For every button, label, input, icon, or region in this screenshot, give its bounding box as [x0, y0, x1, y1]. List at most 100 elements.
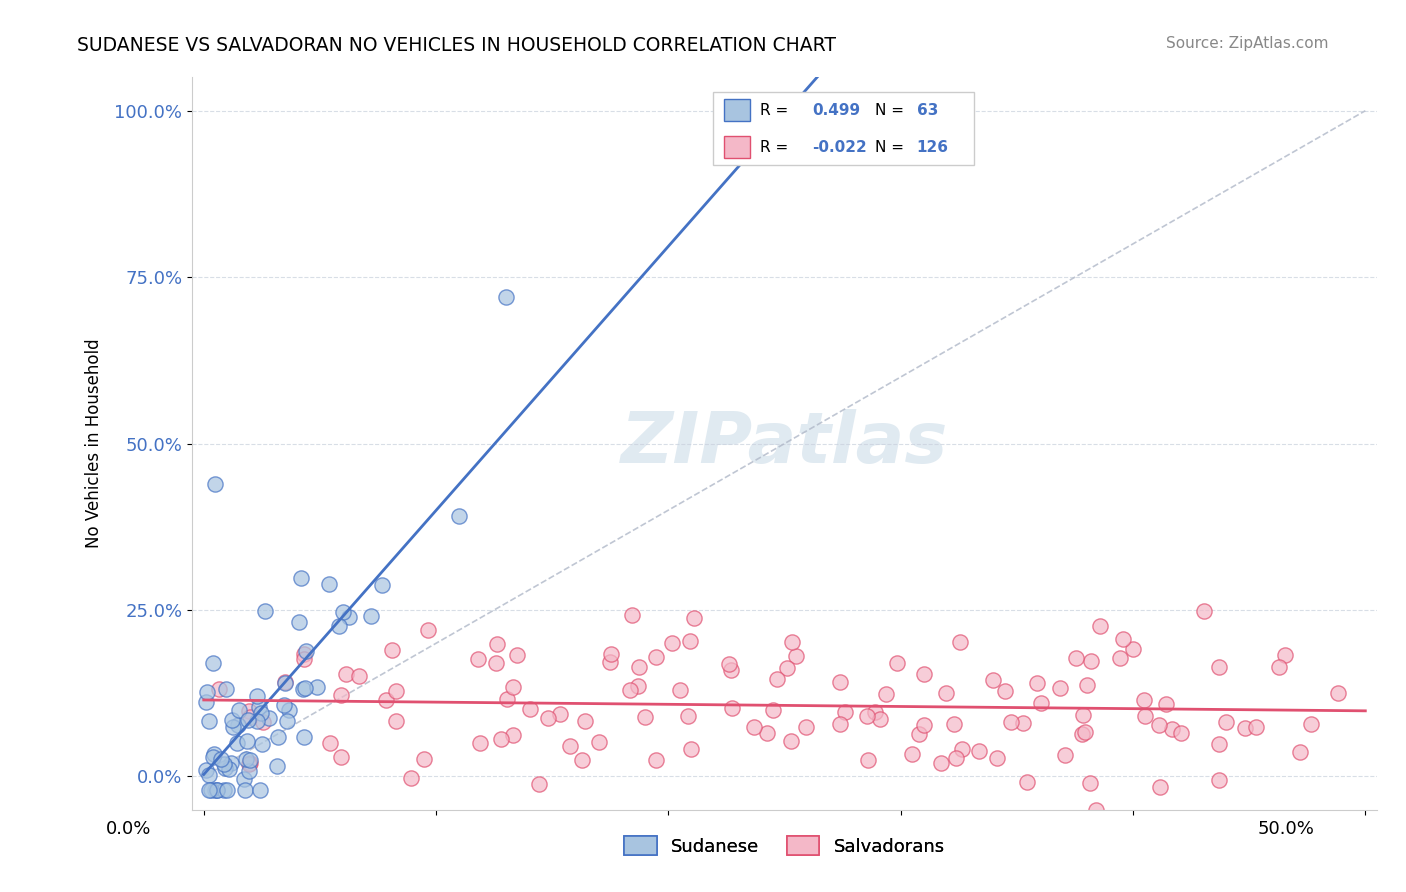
Point	[1170, 725, 1192, 739]
Point	[627, 660, 650, 674]
Point	[1112, 632, 1135, 646]
Point	[489, 732, 512, 747]
Point	[645, 649, 668, 664]
Point	[863, 705, 886, 719]
Point	[599, 647, 621, 661]
Point	[679, 634, 702, 648]
Point	[1194, 604, 1216, 618]
Point	[226, 718, 249, 732]
Point	[900, 747, 922, 762]
Point	[1017, 774, 1039, 789]
Point	[676, 708, 699, 723]
Point	[1122, 641, 1144, 656]
Text: SUDANESE VS SALVADORAN NO VEHICLES IN HOUSEHOLD CORRELATION CHART: SUDANESE VS SALVADORAN NO VEHICLES IN HO…	[77, 36, 837, 54]
Point	[588, 735, 610, 749]
Point	[385, 684, 408, 698]
Point	[1070, 726, 1092, 740]
Point	[1078, 776, 1101, 790]
Point	[1080, 654, 1102, 668]
Point	[785, 648, 807, 663]
Point	[239, 756, 262, 771]
Point	[295, 644, 318, 658]
Point	[1029, 696, 1052, 710]
Point	[856, 709, 879, 723]
Point	[245, 714, 267, 729]
Point	[209, 751, 232, 765]
Point	[292, 652, 315, 666]
Point	[222, 720, 245, 734]
Point	[239, 753, 262, 767]
Point	[721, 701, 744, 715]
Point	[679, 741, 702, 756]
Point	[381, 643, 404, 657]
Point	[558, 739, 581, 753]
Point	[215, 782, 238, 797]
Point	[219, 756, 242, 770]
Point	[215, 682, 238, 697]
Point	[634, 710, 657, 724]
Point	[238, 764, 260, 778]
Point	[1288, 745, 1310, 759]
Point	[1108, 651, 1130, 665]
Point	[912, 718, 935, 732]
Point	[981, 673, 1004, 688]
Point	[869, 712, 891, 726]
Point	[830, 716, 852, 731]
Text: 50.0%: 50.0%	[1258, 820, 1315, 838]
Point	[682, 611, 704, 625]
Point	[246, 690, 269, 704]
Point	[1149, 718, 1171, 732]
Point	[1154, 697, 1177, 711]
Point	[468, 736, 491, 750]
Point	[204, 476, 226, 491]
Point	[328, 619, 350, 633]
Point	[742, 720, 765, 734]
Point	[1049, 681, 1071, 695]
Point	[418, 623, 440, 637]
Point	[886, 656, 908, 670]
Point	[228, 703, 250, 717]
Point	[274, 675, 297, 690]
Point	[276, 714, 298, 728]
Point	[267, 731, 290, 745]
Point	[486, 637, 509, 651]
Point	[782, 635, 804, 649]
Point	[412, 751, 434, 765]
Point	[830, 675, 852, 690]
Point	[943, 717, 966, 731]
Legend: Sudanese, Salvadorans: Sudanese, Salvadorans	[617, 830, 952, 863]
Point	[1208, 772, 1230, 787]
Point	[599, 655, 621, 669]
Point	[225, 736, 247, 750]
Point	[371, 578, 394, 592]
Point	[935, 686, 957, 700]
Point	[949, 635, 972, 649]
Point	[201, 656, 224, 670]
Point	[574, 714, 596, 728]
Point	[994, 684, 1017, 698]
Point	[834, 705, 856, 719]
Point	[1208, 737, 1230, 751]
Point	[278, 703, 301, 717]
Point	[347, 668, 370, 682]
Point	[212, 782, 235, 797]
Point	[332, 605, 354, 619]
Point	[1215, 715, 1237, 730]
Point	[273, 698, 295, 712]
Point	[247, 700, 270, 714]
Point	[305, 680, 328, 694]
Point	[619, 683, 641, 698]
Point	[335, 667, 357, 681]
Point	[374, 692, 396, 706]
Point	[290, 571, 312, 585]
Point	[1085, 803, 1108, 817]
Point	[198, 714, 221, 728]
Point	[876, 687, 898, 701]
Point	[238, 704, 260, 718]
Point	[945, 751, 967, 765]
Point	[250, 737, 273, 751]
Point	[755, 726, 778, 740]
Point	[1074, 725, 1097, 739]
Point	[1064, 650, 1087, 665]
Point	[253, 604, 276, 618]
